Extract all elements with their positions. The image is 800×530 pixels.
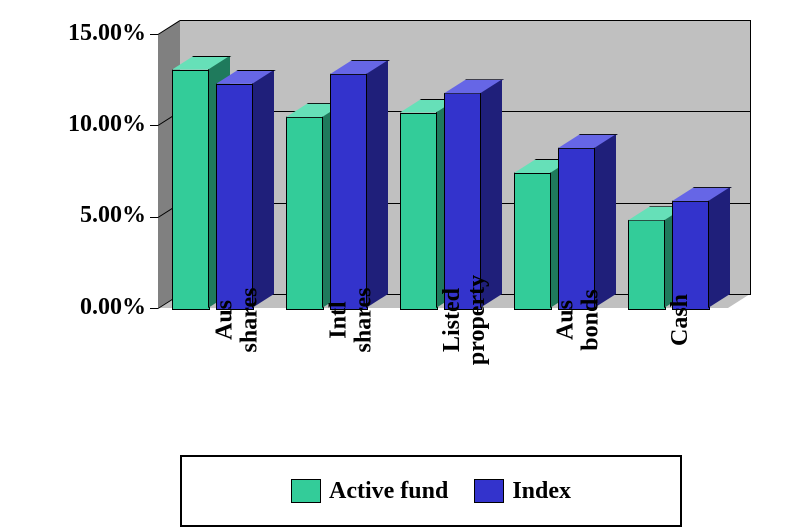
category-label: Listed property — [380, 320, 500, 370]
y-tick — [150, 217, 158, 218]
y-axis-label: 0.00% — [80, 294, 146, 321]
legend-item-1: Index — [474, 478, 571, 505]
y-axis-label: 5.00% — [80, 202, 146, 229]
y-tick — [150, 34, 158, 35]
chart-legend: Active fund Index — [180, 455, 682, 527]
grid-back — [180, 20, 750, 21]
legend-swatch-1 — [474, 479, 504, 503]
chart-stage: { "chart": { "type": "bar-3d-grouped", "… — [0, 0, 800, 530]
y-axis-label: 10.00% — [68, 111, 146, 138]
category-label: Aus bonds — [494, 320, 614, 370]
legend-label-0: Active fund — [329, 478, 448, 505]
legend-swatch-0 — [291, 479, 321, 503]
category-label: Intl shares — [266, 320, 386, 370]
y-tick — [150, 125, 158, 126]
legend-item-0: Active fund — [291, 478, 448, 505]
category-label: Aus shares — [152, 320, 272, 370]
y-tick — [150, 308, 158, 309]
y-axis-label: 15.00% — [68, 20, 146, 47]
category-label: Cash — [608, 320, 728, 345]
legend-label-1: Index — [512, 478, 571, 505]
